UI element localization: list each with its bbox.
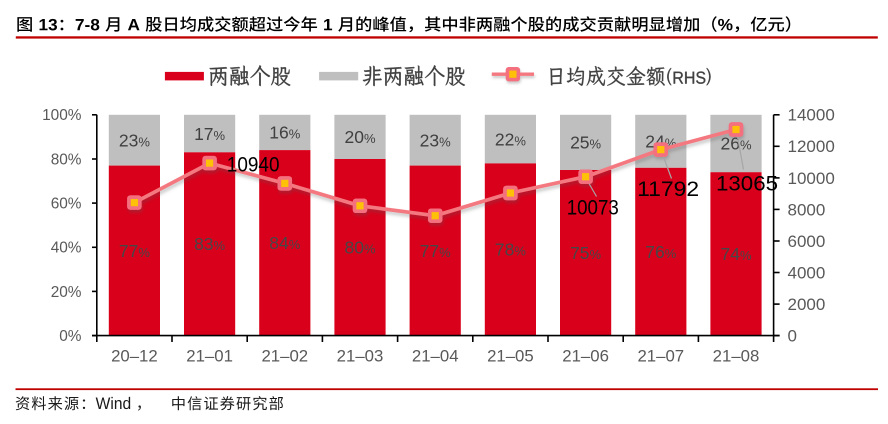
svg-text:74%: 74% [720, 244, 751, 264]
svg-text:22%: 22% [495, 129, 526, 149]
svg-text:25%: 25% [570, 133, 601, 153]
svg-text:21–01: 21–01 [186, 347, 233, 366]
svg-text:16%: 16% [269, 123, 300, 143]
svg-text:77%: 77% [420, 241, 451, 261]
svg-text:84%: 84% [269, 233, 300, 253]
svg-text:10073: 10073 [567, 196, 619, 220]
svg-text:0%: 0% [59, 328, 82, 345]
svg-text:20%: 20% [344, 127, 375, 147]
svg-text:13065: 13065 [716, 172, 778, 196]
svg-text:26%: 26% [720, 134, 751, 154]
svg-text:21–06: 21–06 [562, 347, 609, 366]
svg-text:0: 0 [788, 327, 797, 346]
svg-text:21–08: 21–08 [713, 347, 760, 366]
svg-text:14000: 14000 [788, 106, 835, 125]
svg-text:100%: 100% [42, 107, 82, 124]
svg-text:20–12: 20–12 [111, 347, 158, 366]
svg-text:11792: 11792 [637, 177, 699, 201]
svg-text:2000: 2000 [788, 295, 826, 314]
svg-text:20%: 20% [51, 284, 82, 301]
svg-text:80%: 80% [51, 151, 82, 168]
svg-text:77%: 77% [119, 241, 150, 261]
svg-text:21–04: 21–04 [412, 347, 459, 366]
svg-text:12000: 12000 [788, 137, 835, 156]
svg-text:10940: 10940 [227, 152, 280, 176]
svg-text:4000: 4000 [788, 263, 826, 282]
svg-text:23%: 23% [420, 130, 451, 150]
svg-text:6000: 6000 [788, 232, 826, 251]
svg-text:10000: 10000 [788, 169, 835, 188]
svg-text:21–05: 21–05 [487, 347, 534, 366]
svg-text:80%: 80% [344, 238, 375, 258]
svg-text:83%: 83% [194, 234, 225, 254]
svg-text:23%: 23% [119, 130, 150, 150]
svg-text:8000: 8000 [788, 200, 826, 219]
svg-text:21–03: 21–03 [337, 347, 384, 366]
svg-text:76%: 76% [645, 242, 676, 262]
svg-text:40%: 40% [51, 240, 82, 257]
svg-text:75%: 75% [570, 243, 601, 263]
svg-text:17%: 17% [194, 124, 225, 144]
svg-text:21–07: 21–07 [637, 347, 684, 366]
svg-text:78%: 78% [495, 240, 526, 260]
svg-text:21–02: 21–02 [261, 347, 308, 366]
svg-text:60%: 60% [51, 196, 82, 213]
